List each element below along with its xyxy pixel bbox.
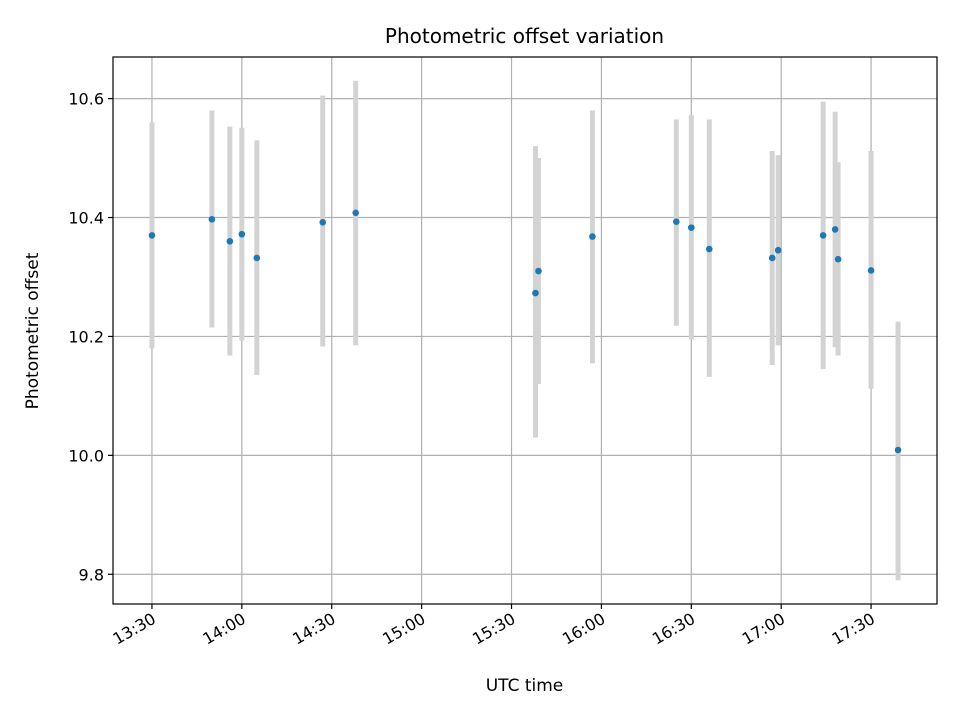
plot-area-frame: [112, 56, 938, 605]
data-point: [208, 216, 216, 223]
data-point: [226, 238, 234, 245]
data-point: [352, 209, 360, 217]
x-axis-ticks: 13:30 14:00 14:30 15:00 15:30 16:00 16:30 17:00…: [110, 604, 878, 649]
y-tick-label: 10.4: [68, 209, 104, 228]
y-tick-label: 10.0: [68, 446, 104, 465]
error-bars: [149, 80, 901, 581]
data-point: [768, 254, 776, 262]
x-tick-label: 16:30: [649, 609, 698, 649]
x-tick-label: 17:30: [829, 609, 878, 649]
data-point: [532, 289, 539, 297]
data-point: [673, 218, 680, 225]
data-point: [819, 232, 827, 239]
data-point: [535, 267, 542, 275]
data-point: [319, 218, 327, 226]
x-tick-label: 13:30: [110, 609, 159, 649]
data-point: [831, 226, 839, 233]
data-points: [148, 209, 902, 454]
y-axis-ticks: 9.8 10.0 10.2 10.4 10.6: [68, 90, 113, 584]
x-axis-label: UTC time: [486, 676, 564, 696]
data-point: [705, 245, 713, 253]
chart-title: Photometric offset variation: [385, 24, 664, 48]
y-axis-label: Photometric offset: [23, 252, 43, 409]
data-point: [834, 255, 842, 263]
data-point: [238, 230, 246, 238]
data-point: [148, 232, 156, 239]
data-point: [589, 233, 596, 240]
grid-lines: [113, 57, 937, 604]
data-point: [253, 254, 261, 262]
data-point: [774, 246, 782, 254]
y-tick-label: 10.6: [68, 90, 104, 109]
data-point: [687, 224, 695, 231]
x-tick-label: 14:00: [199, 609, 248, 649]
x-tick-label: 14:30: [289, 609, 338, 649]
y-tick-label: 9.8: [79, 565, 104, 584]
x-tick-label: 15:00: [379, 609, 428, 649]
x-tick-label: 17:00: [739, 609, 788, 649]
data-point: [894, 446, 902, 454]
y-tick-label: 10.2: [68, 327, 104, 346]
data-point: [867, 267, 875, 274]
x-tick-label: 16:00: [559, 609, 608, 649]
x-tick-label: 15:30: [469, 609, 518, 649]
